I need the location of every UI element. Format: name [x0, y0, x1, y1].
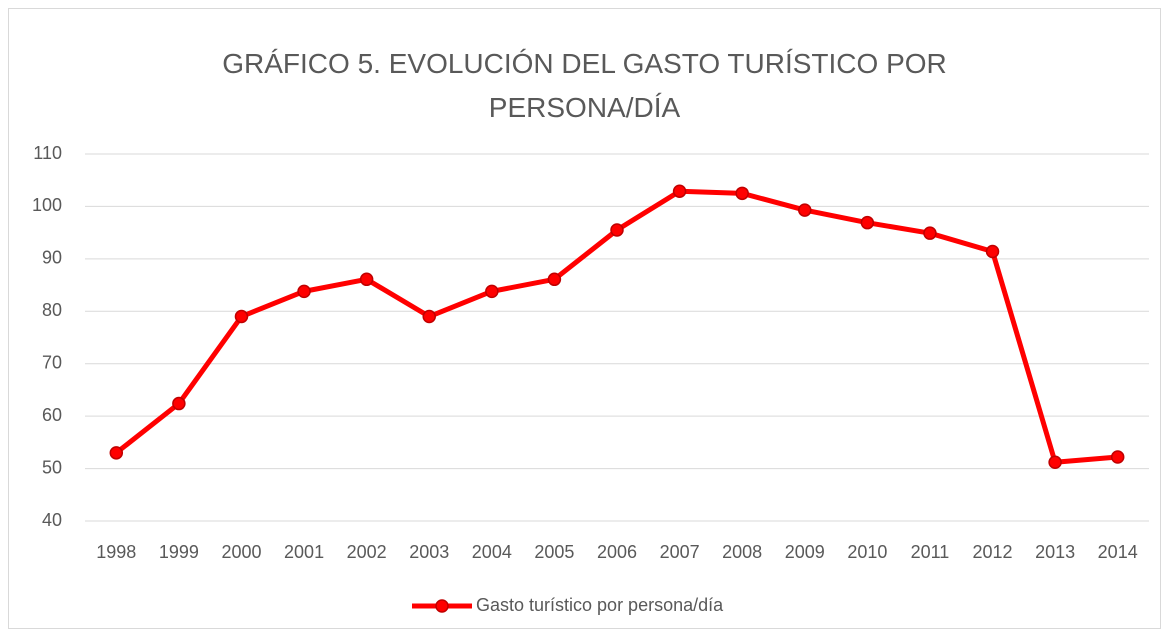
data-point — [485, 284, 499, 299]
x-tick-label: 2006 — [597, 542, 637, 562]
x-tick-label: 1999 — [159, 542, 199, 562]
data-point — [610, 223, 624, 237]
y-tick-label: 80 — [42, 300, 62, 320]
chart-border — [8, 8, 1161, 629]
data-point — [297, 284, 311, 299]
x-tick-label: 2000 — [221, 542, 261, 562]
x-tick-label: 1998 — [96, 542, 136, 562]
x-tick-label: 2001 — [284, 542, 324, 562]
x-tick-label: 2013 — [1035, 542, 1075, 562]
x-tick-label: 2004 — [472, 542, 512, 562]
data-point — [1110, 450, 1125, 464]
x-tick-label: 2009 — [785, 542, 825, 562]
x-tick-label: 2005 — [534, 542, 574, 562]
x-tick-label: 2007 — [660, 542, 700, 562]
data-point — [359, 272, 374, 287]
data-point — [860, 215, 875, 230]
data-point — [985, 244, 1000, 259]
y-tick-label: 70 — [42, 352, 62, 372]
y-tick-label: 40 — [42, 510, 62, 530]
y-tick-label: 50 — [42, 457, 62, 477]
x-tick-label: 2003 — [409, 542, 449, 562]
data-point — [735, 186, 749, 201]
data-point — [422, 309, 436, 324]
y-tick-label: 90 — [42, 248, 62, 268]
x-tick-label: 2008 — [722, 542, 762, 562]
x-tick-label: 2010 — [847, 542, 887, 562]
data-point — [109, 446, 124, 460]
x-tick-label: 2014 — [1098, 542, 1138, 562]
y-tick-label: 60 — [42, 405, 62, 425]
legend-marker — [435, 599, 449, 613]
x-tick-label: 2011 — [911, 542, 950, 562]
y-tick-label: 110 — [33, 143, 62, 163]
y-tick-label: 100 — [32, 195, 62, 215]
data-point — [923, 226, 937, 240]
legend-label: Gasto turístico por persona/día — [476, 595, 724, 615]
data-point — [172, 396, 186, 411]
x-tick-label: 2012 — [973, 542, 1013, 562]
data-point — [798, 203, 812, 217]
data-point — [672, 184, 687, 198]
x-tick-label: 2002 — [347, 542, 387, 562]
data-point — [547, 272, 562, 287]
data-point — [1048, 455, 1062, 470]
chart-title: GRÁFICO 5. EVOLUCIÓN DEL GASTO TURÍSTICO… — [222, 48, 947, 123]
data-point — [234, 309, 249, 324]
